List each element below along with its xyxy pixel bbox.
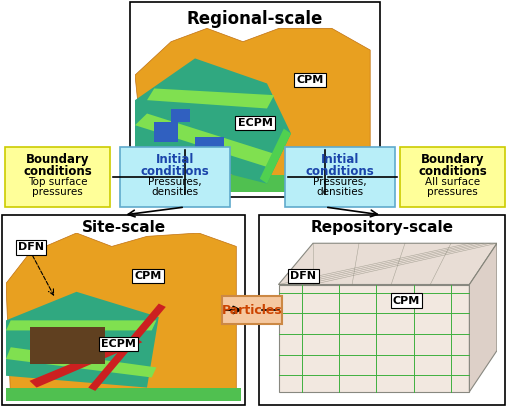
Text: Regional-scale: Regional-scale: [187, 10, 323, 28]
FancyBboxPatch shape: [2, 215, 245, 405]
Text: CPM: CPM: [134, 271, 161, 281]
Text: ECPM: ECPM: [101, 339, 136, 349]
Text: Pressures,: Pressures,: [313, 177, 367, 187]
Text: Boundary: Boundary: [26, 153, 89, 166]
Text: Boundary: Boundary: [421, 153, 484, 166]
FancyBboxPatch shape: [120, 147, 230, 207]
Text: DFN: DFN: [18, 242, 44, 252]
Text: Particles: Particles: [222, 304, 282, 317]
Text: CPM: CPM: [297, 75, 323, 85]
FancyBboxPatch shape: [130, 2, 380, 197]
Text: conditions: conditions: [306, 165, 374, 178]
Text: Site-scale: Site-scale: [82, 220, 166, 235]
Text: Initial: Initial: [321, 153, 359, 166]
Text: conditions: conditions: [418, 165, 487, 178]
Text: densities: densities: [316, 187, 364, 197]
Text: DFN: DFN: [291, 271, 316, 281]
Text: Repository-scale: Repository-scale: [310, 220, 453, 235]
Text: pressures: pressures: [427, 187, 478, 197]
Text: conditions: conditions: [23, 165, 92, 178]
Text: CPM: CPM: [393, 295, 420, 306]
Text: conditions: conditions: [140, 165, 209, 178]
Text: ECPM: ECPM: [238, 118, 272, 128]
Text: All surface: All surface: [425, 177, 480, 187]
FancyBboxPatch shape: [222, 296, 282, 324]
Text: pressures: pressures: [32, 187, 83, 197]
Text: Top surface: Top surface: [28, 177, 87, 187]
FancyBboxPatch shape: [5, 147, 110, 207]
FancyBboxPatch shape: [285, 147, 395, 207]
Text: Initial: Initial: [156, 153, 194, 166]
Text: densities: densities: [152, 187, 199, 197]
FancyBboxPatch shape: [259, 215, 505, 405]
FancyBboxPatch shape: [400, 147, 505, 207]
Text: Pressures,: Pressures,: [148, 177, 202, 187]
